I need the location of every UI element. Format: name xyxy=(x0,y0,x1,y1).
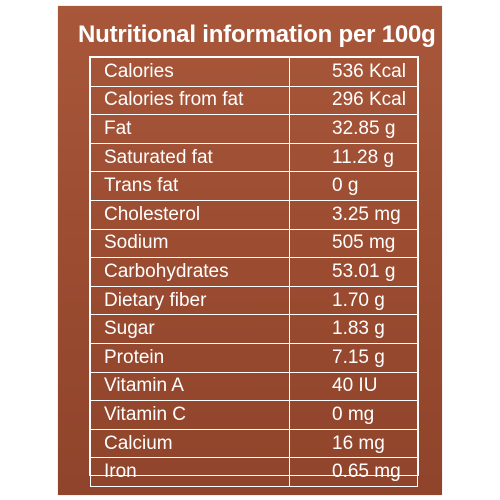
nutrition-table: Calories 536 Kcal Calories from fat 296 … xyxy=(90,57,418,487)
nutrient-value: 0.65 mg xyxy=(289,457,418,487)
nutrition-table-frame: Calories 536 Kcal Calories from fat 296 … xyxy=(89,56,419,487)
nutrient-name: Sodium xyxy=(90,228,290,259)
table-row: Sodium 505 mg xyxy=(90,228,418,259)
nutrient-name: Saturated fat xyxy=(90,142,290,173)
nutrition-title: Nutritional information per 100g xyxy=(78,21,436,48)
table-row: Dietary fiber 1.70 g xyxy=(90,285,418,316)
nutrient-value: 40 IU xyxy=(289,371,418,402)
table-row: Saturated fat 11.28 g xyxy=(90,142,418,173)
nutrient-name: Cholesterol xyxy=(90,199,290,230)
table-row: Protein 7.15 g xyxy=(90,342,418,373)
table-row: Vitamin C 0 mg xyxy=(90,400,418,430)
nutrient-name: Sugar xyxy=(90,314,290,344)
table-row: Iron 0.65 mg xyxy=(90,457,418,487)
table-row: Calories from fat 296 Kcal xyxy=(90,85,418,116)
nutrient-value: 3.25 mg xyxy=(289,199,418,230)
nutrient-value: 7.15 g xyxy=(289,342,418,373)
nutrient-name: Dietary fiber xyxy=(90,285,290,316)
nutrient-name: Fat xyxy=(90,114,290,144)
nutrient-value: 32.85 g xyxy=(289,114,418,144)
nutrient-value: 1.70 g xyxy=(289,285,418,316)
nutrient-name: Vitamin C xyxy=(90,400,290,430)
nutrient-name: Vitamin A xyxy=(90,371,290,402)
nutrient-name: Calcium xyxy=(90,428,290,459)
nutrition-table-body: Calories 536 Kcal Calories from fat 296 … xyxy=(90,57,418,487)
table-row: Sugar 1.83 g xyxy=(90,314,418,344)
nutrient-name: Carbohydrates xyxy=(90,257,290,287)
nutrient-value: 505 mg xyxy=(289,228,418,259)
nutrient-value: 11.28 g xyxy=(289,142,418,173)
table-row: Carbohydrates 53.01 g xyxy=(90,257,418,287)
nutrient-value: 0 mg xyxy=(289,400,418,430)
nutrient-value: 16 mg xyxy=(289,428,418,459)
nutrient-value: 536 Kcal xyxy=(289,57,418,87)
table-row: Calcium 16 mg xyxy=(90,428,418,459)
nutrient-value: 1.83 g xyxy=(289,314,418,344)
table-row: Vitamin A 40 IU xyxy=(90,371,418,402)
nutrient-value: 0 g xyxy=(289,171,418,201)
nutrient-name: Protein xyxy=(90,342,290,373)
nutrient-value: 296 Kcal xyxy=(289,85,418,116)
table-row: Trans fat 0 g xyxy=(90,171,418,201)
nutrient-name: Calories xyxy=(90,57,290,87)
nutrient-name: Iron xyxy=(90,457,290,487)
nutrient-name: Trans fat xyxy=(90,171,290,201)
table-row: Cholesterol 3.25 mg xyxy=(90,199,418,230)
table-row: Fat 32.85 g xyxy=(90,114,418,144)
nutrient-name: Calories from fat xyxy=(90,85,290,116)
table-row: Calories 536 Kcal xyxy=(90,57,418,87)
nutrient-value: 53.01 g xyxy=(289,257,418,287)
